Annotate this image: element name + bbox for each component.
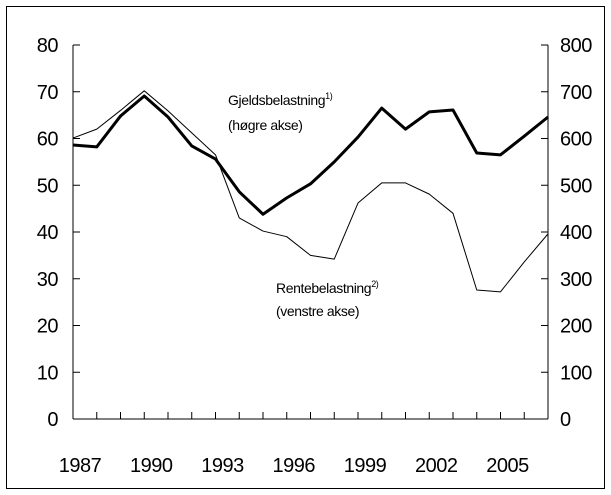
y-tick-label: 80 [37,35,59,57]
y2-tick-label: 100 [560,362,592,384]
x-tick-label: 1990 [130,455,173,477]
annotation: Gjeldsbelastning1) [228,91,333,108]
x-tick-label: 2002 [415,455,458,477]
x-tick-label: 1993 [201,455,244,477]
y-tick-label: 60 [37,129,59,151]
y-tick-label: 20 [37,316,59,338]
annotation: Rentebelastning2) [276,279,379,296]
x-tick-label: 1996 [273,455,316,477]
annotation: (høgre akse) [228,117,303,133]
y-tick-label: 0 [47,409,58,431]
y2-tick-label: 600 [560,129,592,151]
frame [6,6,605,489]
y-tick-label: 10 [37,362,59,384]
x-tick-label: 1999 [344,455,387,477]
y2-tick-label: 0 [560,409,571,431]
y-tick-label: 30 [37,269,59,291]
y-tick-label: 70 [37,82,59,104]
y2-tick-label: 200 [560,316,592,338]
y2-tick-label: 700 [560,82,592,104]
y2-tick-label: 800 [560,35,592,57]
line-series [72,94,549,216]
x-tick-label: 1987 [59,455,102,477]
line-series [72,90,549,293]
x-tick-label: 2005 [486,455,529,477]
y2-tick-label: 400 [560,222,592,244]
y2-tick-label: 500 [560,175,592,197]
y-tick-label: 50 [37,175,59,197]
y-tick-label: 40 [37,222,59,244]
annotation: (venstre akse) [276,303,359,319]
y2-tick-label: 300 [560,269,592,291]
